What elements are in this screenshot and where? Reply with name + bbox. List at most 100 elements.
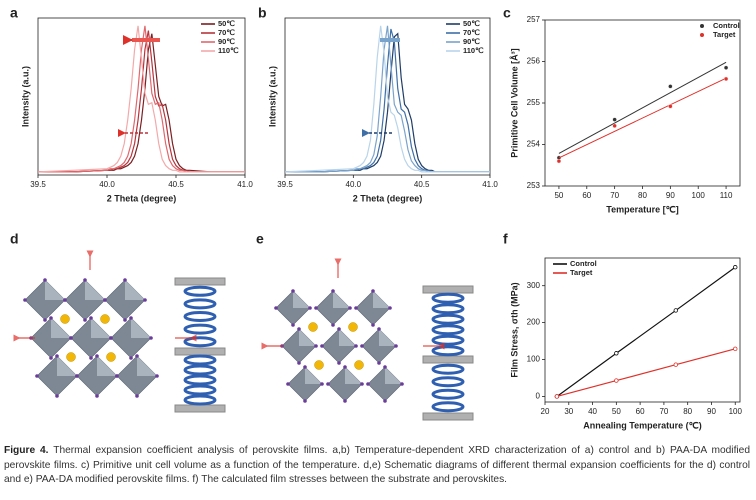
anion xyxy=(83,318,87,322)
anion xyxy=(115,374,119,378)
panel-letter: d xyxy=(10,231,19,247)
legend-label: 90℃ xyxy=(463,37,480,46)
y-axis-label: Primitive Cell Volume [Å³] xyxy=(509,48,519,157)
series-line xyxy=(285,25,490,173)
anion xyxy=(143,298,147,302)
caption: Figure 4. Thermal expansion coefficient … xyxy=(4,444,750,488)
octahedron-face xyxy=(345,367,362,384)
octahedron-face xyxy=(85,280,105,300)
anion xyxy=(383,399,387,403)
anion xyxy=(314,344,318,348)
spring-coil xyxy=(431,324,465,336)
anion xyxy=(337,361,341,365)
anion xyxy=(43,318,47,322)
legend-label: Target xyxy=(570,268,593,277)
anion xyxy=(83,278,87,282)
anion xyxy=(371,289,375,293)
x-tick-label: 60 xyxy=(582,191,591,200)
octahedron-face xyxy=(137,356,157,376)
x-tick-label: 39.5 xyxy=(30,180,46,189)
x-tick-label: 80 xyxy=(683,407,692,416)
point xyxy=(556,158,562,164)
x-tick-label: 41.0 xyxy=(482,180,498,189)
point xyxy=(612,123,617,129)
cation xyxy=(308,322,318,332)
anion xyxy=(303,399,307,403)
x-tick-label: 40.5 xyxy=(168,180,184,189)
series-line xyxy=(284,25,490,173)
octahedron-face xyxy=(379,329,396,346)
cation xyxy=(106,352,116,362)
octahedron-face xyxy=(385,367,402,384)
spring-coil xyxy=(183,354,217,366)
point xyxy=(614,378,619,383)
legend-swatch xyxy=(700,24,704,28)
anion xyxy=(348,306,352,310)
x-tick-label: 90 xyxy=(707,407,716,416)
x-tick-label: 80 xyxy=(638,191,647,200)
octahedron-face xyxy=(45,280,65,300)
anion xyxy=(314,306,318,310)
anion xyxy=(35,374,39,378)
x-tick-label: 41.0 xyxy=(237,180,253,189)
series-line xyxy=(37,25,245,173)
spring-coil xyxy=(183,364,217,376)
panel-letter: c xyxy=(503,5,511,21)
legend-label: 110℃ xyxy=(463,46,484,55)
anion xyxy=(95,394,99,398)
anion xyxy=(320,344,324,348)
plot-frame xyxy=(544,257,741,403)
anion xyxy=(308,306,312,310)
x-tick-label: 39.5 xyxy=(277,180,293,189)
point xyxy=(614,351,619,356)
legend-label: 70℃ xyxy=(463,28,480,37)
anion xyxy=(388,306,392,310)
anion xyxy=(291,289,295,293)
anion xyxy=(377,327,381,331)
y-tick-label: 257 xyxy=(527,15,541,24)
x-tick-label: 100 xyxy=(692,191,706,200)
anion xyxy=(135,354,139,358)
y-tick-label: 0 xyxy=(536,392,541,401)
anion xyxy=(89,356,93,360)
caption-text: Thermal expansion coefficient analysis o… xyxy=(4,445,750,485)
point xyxy=(723,76,729,82)
panel-letter: a xyxy=(10,5,18,21)
legend-label: 90℃ xyxy=(218,37,235,46)
y-tick-label: 255 xyxy=(527,98,541,107)
x-tick-label: 90 xyxy=(666,191,675,200)
cation xyxy=(348,322,358,332)
plate xyxy=(174,277,226,286)
x-tick-label: 20 xyxy=(541,407,550,416)
anion xyxy=(366,382,370,386)
legend-label: 110℃ xyxy=(218,46,239,55)
spring-coil xyxy=(431,376,465,388)
y-tick-label: 100 xyxy=(527,355,541,364)
spring-coil xyxy=(183,374,217,386)
series-line xyxy=(556,348,736,398)
spring-coil xyxy=(183,285,217,297)
anion xyxy=(23,298,27,302)
spring-coil xyxy=(183,394,217,406)
spring-coil xyxy=(431,303,465,315)
figure: a 39.5 40.0 40.5 41.0 2 Theta (degree) Intensi… xyxy=(10,5,743,431)
spring-coil xyxy=(183,384,217,396)
anion xyxy=(383,365,387,369)
x-tick-label: 40.0 xyxy=(346,180,362,189)
anion xyxy=(49,356,53,360)
x-tick-label: 40 xyxy=(588,407,597,416)
anion xyxy=(303,365,307,369)
spring-coil xyxy=(431,401,465,413)
x-axis-label: Temperature [℃] xyxy=(606,204,678,214)
plate xyxy=(422,355,474,364)
anion xyxy=(400,382,404,386)
x-axis-label: 2 Theta (degree) xyxy=(107,193,177,203)
octahedron-face xyxy=(293,291,310,308)
octahedron-face xyxy=(97,356,117,376)
x-tick-label: 110 xyxy=(720,191,733,200)
spring-coil xyxy=(183,311,217,322)
anion xyxy=(297,361,301,365)
x-tick-label: 100 xyxy=(729,407,743,416)
x-tick-label: 50 xyxy=(554,191,563,200)
anion xyxy=(49,316,53,320)
